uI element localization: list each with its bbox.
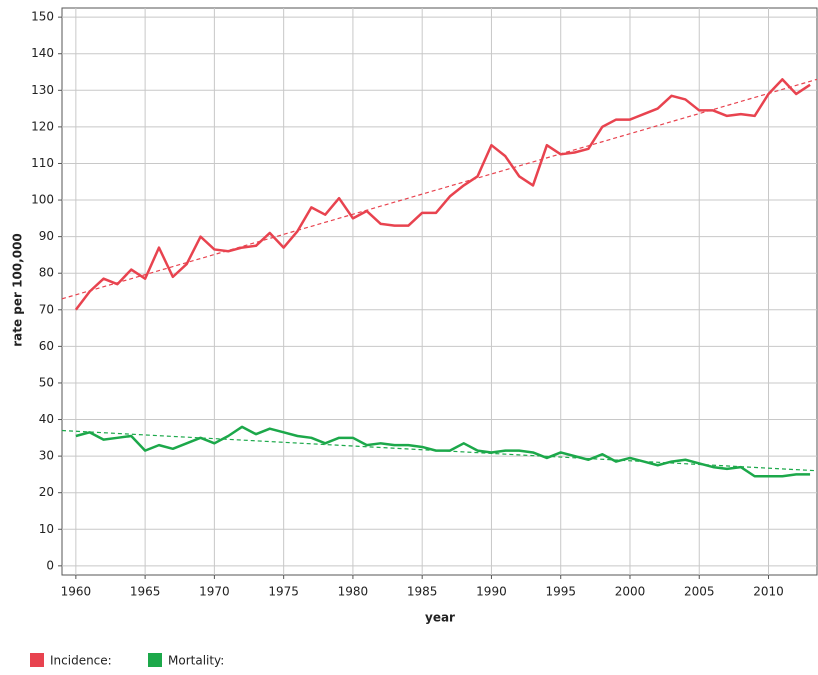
legend-label: Incidence: <box>50 654 112 668</box>
y-tick-label: 20 <box>39 485 54 499</box>
x-tick-label: 1970 <box>199 585 230 599</box>
y-tick-label: 120 <box>31 119 54 133</box>
x-tick-label: 2000 <box>615 585 646 599</box>
x-tick-label: 1975 <box>268 585 299 599</box>
trend-line <box>61 78 818 300</box>
x-tick-label: 2005 <box>684 585 715 599</box>
y-tick-label: 110 <box>31 156 54 170</box>
y-axis-label: rate per 100,000 <box>11 233 25 347</box>
y-tick-label: 80 <box>39 266 54 280</box>
x-tick-label: 1960 <box>61 585 92 599</box>
series-line <box>74 78 811 311</box>
y-tick-label: 100 <box>31 193 54 207</box>
y-tick-label: 60 <box>39 339 54 353</box>
y-tick-label: 150 <box>31 10 54 24</box>
legend-swatch <box>30 653 44 667</box>
x-axis-label: year <box>425 611 455 625</box>
legend-swatch <box>148 653 162 667</box>
y-tick-label: 140 <box>31 46 54 60</box>
y-tick-label: 130 <box>31 83 54 97</box>
y-tick-label: 90 <box>39 229 54 243</box>
y-tick-label: 70 <box>39 302 54 316</box>
series-line <box>75 425 811 478</box>
plot-area <box>61 7 818 576</box>
y-tick-label: 0 <box>46 558 54 572</box>
x-tick-label: 2010 <box>753 585 784 599</box>
x-tick-label: 1990 <box>476 585 507 599</box>
legend-label: Mortality: <box>168 654 224 668</box>
y-tick-label: 10 <box>39 522 54 536</box>
y-tick-label: 30 <box>39 449 54 463</box>
y-tick-label: 40 <box>39 412 54 426</box>
y-tick-label: 50 <box>39 375 54 389</box>
x-tick-label: 1985 <box>407 585 438 599</box>
x-tick-label: 1965 <box>130 585 161 599</box>
x-tick-label: 1995 <box>545 585 576 599</box>
x-tick-label: 1980 <box>338 585 369 599</box>
